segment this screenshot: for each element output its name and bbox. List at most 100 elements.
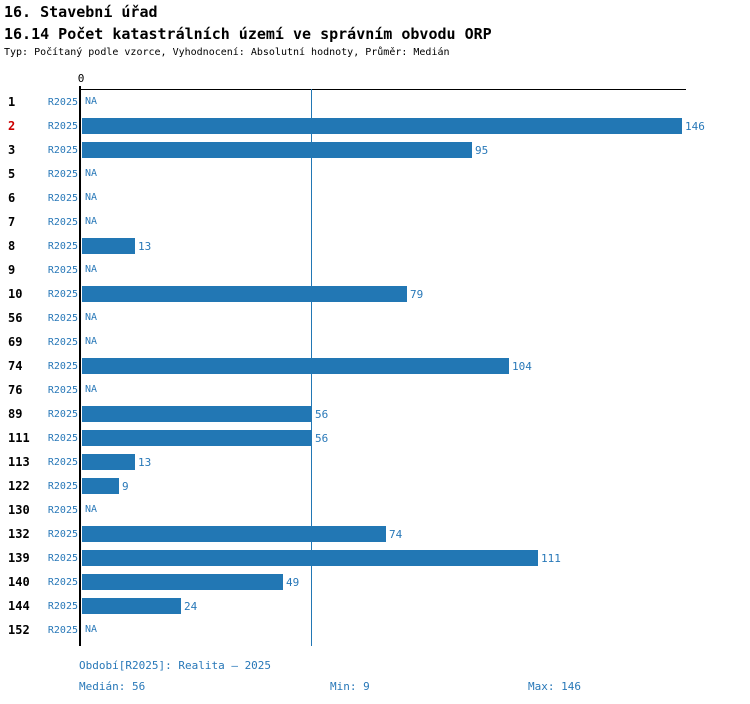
page-title: 16. Stavební úřad bbox=[4, 3, 158, 21]
row-period-label: R2025 bbox=[47, 408, 78, 420]
na-label: NA bbox=[85, 312, 98, 323]
row-category-label: 76 bbox=[8, 383, 23, 397]
chart-row: 89 R2025 56 bbox=[0, 402, 750, 426]
value-label: 13 bbox=[138, 456, 152, 469]
axis-baseline bbox=[79, 86, 81, 646]
value-bar bbox=[82, 478, 119, 494]
row-track: 56 bbox=[82, 430, 750, 446]
row-track: 111 bbox=[82, 550, 750, 566]
chart-row: 76 R2025 NA bbox=[0, 378, 750, 402]
value-bar bbox=[82, 118, 682, 134]
value-bar bbox=[82, 574, 283, 590]
period-label: Období[R2025]: Realita – 2025 bbox=[79, 659, 272, 672]
value-label: 111 bbox=[541, 552, 561, 565]
row-category-label: 5 bbox=[8, 167, 16, 181]
na-label: NA bbox=[85, 96, 98, 107]
value-bar bbox=[82, 598, 181, 614]
min-stat: Min: 9 bbox=[330, 680, 370, 693]
row-period-label: R2025 bbox=[47, 480, 78, 492]
row-track: 56 bbox=[82, 406, 750, 422]
row-track: 95 bbox=[82, 142, 750, 158]
row-period-label: R2025 bbox=[47, 432, 78, 444]
row-category-label: 69 bbox=[8, 335, 23, 349]
row-category-label: 74 bbox=[8, 359, 23, 373]
value-bar bbox=[82, 526, 386, 542]
row-category-label: 113 bbox=[8, 455, 30, 469]
indicator-meta: Typ: Počítaný podle vzorce, Vyhodnocení:… bbox=[4, 47, 450, 58]
row-category-label: 2 bbox=[8, 119, 16, 133]
row-category-label: 144 bbox=[8, 599, 30, 613]
row-period-label: R2025 bbox=[47, 216, 78, 228]
axis-zero-label: 0 bbox=[77, 72, 85, 85]
na-label: NA bbox=[85, 624, 98, 635]
row-track: NA bbox=[82, 94, 750, 110]
na-label: NA bbox=[85, 168, 98, 179]
value-bar bbox=[82, 454, 135, 470]
value-label: 9 bbox=[122, 480, 129, 493]
row-category-label: 6 bbox=[8, 191, 16, 205]
value-bar bbox=[82, 430, 312, 446]
median-stat: Medián: 56 bbox=[79, 680, 146, 693]
row-category-label: 9 bbox=[8, 263, 16, 277]
value-label: 56 bbox=[315, 408, 329, 421]
row-period-label: R2025 bbox=[47, 144, 78, 156]
row-track: NA bbox=[82, 262, 750, 278]
row-track: 104 bbox=[82, 358, 750, 374]
na-label: NA bbox=[85, 336, 98, 347]
row-period-label: R2025 bbox=[47, 384, 78, 396]
value-label: 146 bbox=[685, 120, 705, 133]
na-label: NA bbox=[85, 264, 98, 275]
chart-row: 1 R2025 NA bbox=[0, 90, 750, 114]
value-label: 79 bbox=[410, 288, 424, 301]
value-label: 56 bbox=[315, 432, 329, 445]
value-bar bbox=[82, 358, 509, 374]
chart-rows: 1 R2025 NA 2 R2025 146 3 R2025 95 5 R2025 NA 6 R2025 N… bbox=[0, 90, 750, 642]
row-category-label: 7 bbox=[8, 215, 16, 229]
value-label: 74 bbox=[389, 528, 403, 541]
row-track: NA bbox=[82, 382, 750, 398]
value-bar bbox=[82, 406, 312, 422]
chart-row: 7 R2025 NA bbox=[0, 210, 750, 234]
row-period-label: R2025 bbox=[47, 576, 78, 588]
max-stat: Max: 146 bbox=[528, 680, 581, 693]
row-period-label: R2025 bbox=[47, 288, 78, 300]
chart-row: 144 R2025 24 bbox=[0, 594, 750, 618]
row-track: 24 bbox=[82, 598, 750, 614]
row-period-label: R2025 bbox=[47, 360, 78, 372]
chart-row: 132 R2025 74 bbox=[0, 522, 750, 546]
row-category-label: 111 bbox=[8, 431, 30, 445]
value-bar bbox=[82, 238, 135, 254]
row-track: 146 bbox=[82, 118, 750, 134]
chart-row: 111 R2025 56 bbox=[0, 426, 750, 450]
row-track: NA bbox=[82, 334, 750, 350]
row-track: 13 bbox=[82, 238, 750, 254]
chart-row: 2 R2025 146 bbox=[0, 114, 750, 138]
row-period-label: R2025 bbox=[47, 312, 78, 324]
na-label: NA bbox=[85, 384, 98, 395]
row-category-label: 3 bbox=[8, 143, 16, 157]
row-period-label: R2025 bbox=[47, 120, 78, 132]
chart-row: 139 R2025 111 bbox=[0, 546, 750, 570]
row-category-label: 10 bbox=[8, 287, 23, 301]
row-category-label: 122 bbox=[8, 479, 30, 493]
chart-row: 56 R2025 NA bbox=[0, 306, 750, 330]
chart-row: 152 R2025 NA bbox=[0, 618, 750, 642]
row-category-label: 139 bbox=[8, 551, 30, 565]
row-period-label: R2025 bbox=[47, 264, 78, 276]
row-category-label: 1 bbox=[8, 95, 16, 109]
chart-row: 6 R2025 NA bbox=[0, 186, 750, 210]
row-period-label: R2025 bbox=[47, 600, 78, 612]
value-label: 13 bbox=[138, 240, 152, 253]
row-period-label: R2025 bbox=[47, 624, 78, 636]
value-label: 104 bbox=[512, 360, 532, 373]
row-track: 79 bbox=[82, 286, 750, 302]
row-period-label: R2025 bbox=[47, 456, 78, 468]
row-category-label: 140 bbox=[8, 575, 30, 589]
na-label: NA bbox=[85, 504, 98, 515]
indicator-title: 16.14 Počet katastrálních území ve správ… bbox=[4, 25, 492, 43]
value-bar bbox=[82, 286, 407, 302]
row-category-label: 130 bbox=[8, 503, 30, 517]
row-period-label: R2025 bbox=[47, 192, 78, 204]
